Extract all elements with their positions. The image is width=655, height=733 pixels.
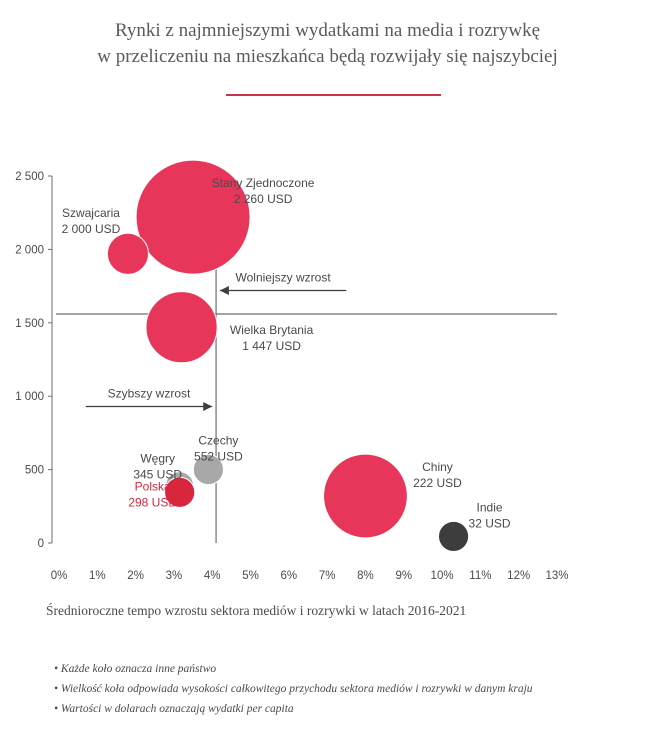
bubble-value-label: 222 USD [413, 476, 462, 490]
bubble-name-label: Indie [477, 500, 503, 514]
annotations: Wolniejszy wzrost Szybszy wzrost [85, 271, 347, 411]
bubble [106, 232, 150, 275]
bubble-value-label: 298 USD [128, 495, 177, 509]
bubble [145, 291, 218, 364]
bubble-chart: 0 500 1 000 1 500 2 000 2 500 0% 1% 2% 3% 4% 5% 6% 7%… [15, 159, 569, 582]
y-tick-label: 0 [38, 538, 44, 550]
y-tick-label: 1 000 [15, 391, 44, 403]
x-tick-label: 8% [357, 570, 374, 582]
x-tick-label: 7% [319, 570, 336, 582]
x-tick-label: 11% [469, 570, 491, 582]
bubble-value-label: 345 USD [133, 468, 182, 482]
bubble-value-label: 2 000 USD [62, 222, 121, 236]
bubble-name-label: Stany Zjednoczone [212, 176, 315, 190]
bubbles [106, 159, 470, 552]
x-tick-label: 1% [89, 570, 106, 582]
notes: • Każde koło oznacza inne państwo • Wiel… [54, 659, 533, 719]
note-item: • Wartości w dolarach oznaczają wydatki … [54, 703, 294, 715]
x-tick-label: 9% [395, 570, 412, 582]
bubble-name-label: Czechy [198, 434, 238, 448]
note-text: Wartości w dolarach oznaczają wydatki pe… [60, 703, 294, 715]
bubble-name-label: Węgry [140, 452, 175, 466]
title-underline [226, 94, 441, 96]
bubble-name-label: Wielka Brytania [230, 323, 314, 337]
bubble [164, 476, 196, 508]
annotation-arrowhead [219, 286, 229, 296]
x-tick-label: 2% [127, 570, 144, 582]
bubble-name-label: Szwajcaria [62, 206, 120, 220]
bubble-name-label: Chiny [422, 460, 453, 474]
y-tick-label: 1 500 [15, 318, 44, 330]
bubble-name-label: Polska [135, 479, 171, 493]
bubble [437, 520, 470, 552]
x-tick-label: 13% [545, 570, 568, 582]
bubble [323, 453, 408, 539]
bubble [192, 454, 224, 486]
bubble-value-label: 552 USD [194, 450, 243, 464]
x-tick-label: 10% [431, 570, 454, 582]
x-tick-label: 12% [507, 570, 530, 582]
bubble-labels: Stany Zjednoczone 2 260 USD Szwajcaria 2 00… [62, 176, 511, 530]
annotation-label: Wolniejszy wzrost [236, 271, 332, 285]
chart-title: Rynki z najmniejszymi wydatkami na media… [0, 18, 655, 70]
note-text: Wielkość koła odpowiada wysokości całkow… [60, 683, 533, 695]
x-tick-label: 0% [51, 570, 68, 582]
bubble-value-label: 1 447 USD [242, 339, 301, 353]
bubble [135, 159, 251, 275]
x-tick-label: 3% [166, 570, 183, 582]
y-tick-label: 500 [25, 465, 44, 477]
bubble-value-label: 32 USD [469, 516, 511, 530]
y-tick-label: 2 500 [15, 171, 44, 183]
note-item: • Każde koło oznacza inne państwo [54, 663, 217, 675]
bubble-value-label: 2 260 USD [234, 192, 293, 206]
note-text: Każde koło oznacza inne państwo [60, 663, 217, 675]
x-axis-label: Średnioroczne tempo wzrostu sektora medi… [46, 603, 467, 618]
y-tick-label: 2 000 [15, 244, 44, 256]
x-tick-label: 4% [204, 570, 221, 582]
chart-axes: 0 500 1 000 1 500 2 000 2 500 0% 1% 2% 3% 4% 5% 6% 7%… [15, 171, 568, 582]
annotation-arrowhead [203, 401, 213, 411]
reference-lines [56, 262, 557, 543]
x-tick-label: 6% [281, 570, 298, 582]
chart-title-line-1: Rynki z najmniejszymi wydatkami na media… [114, 20, 541, 41]
chart-title-line-2: w przeliczeniu na mieszkańca będą rozwij… [97, 46, 558, 67]
x-tick-label: 5% [242, 570, 259, 582]
annotation-label: Szybszy wzrost [108, 386, 191, 400]
note-item: • Wielkość koła odpowiada wysokości całk… [54, 683, 533, 695]
